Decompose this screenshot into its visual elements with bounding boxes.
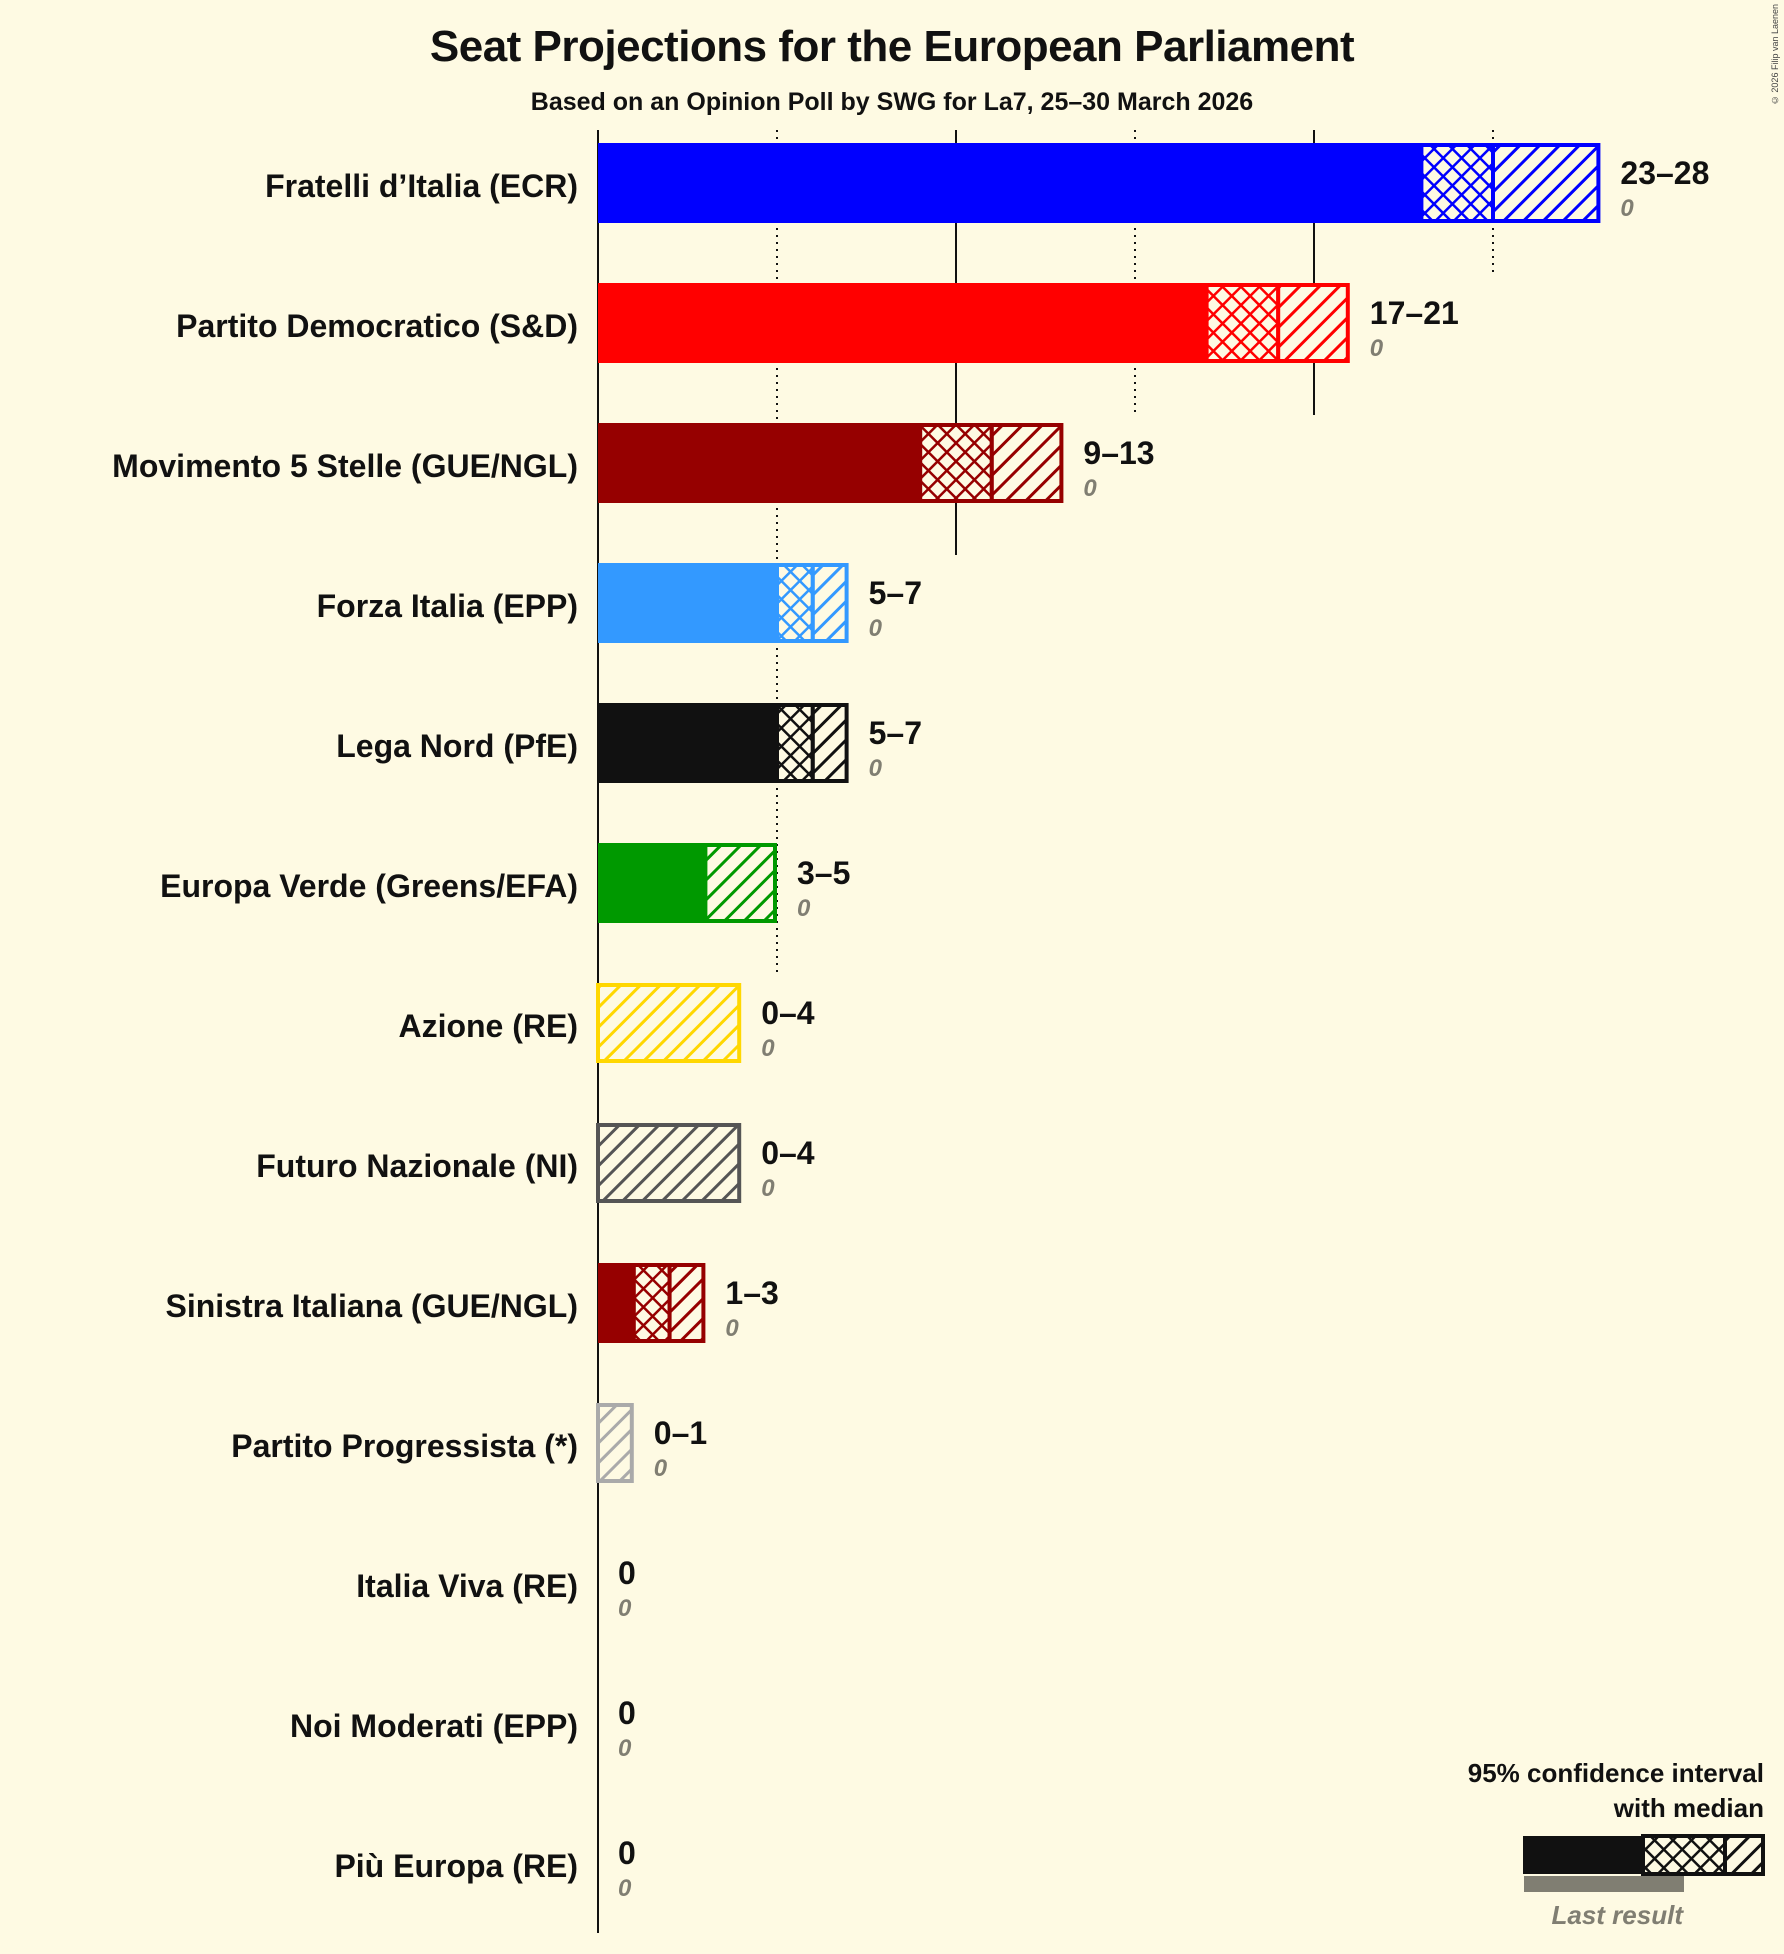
last-result-label: 0 — [618, 1735, 632, 1762]
party-label: Futuro Nazionale (NI) — [256, 1148, 578, 1184]
seat-range-label: 0 — [618, 1835, 636, 1871]
last-result-label: 0 — [1370, 335, 1384, 362]
legend: 95% confidence interval with median Last… — [1468, 1758, 1765, 1930]
party-row: Futuro Nazionale (NI) 0–4 0 — [256, 1123, 815, 1203]
last-result-label: 0 — [797, 895, 811, 922]
party-label: Forza Italia (EPP) — [317, 588, 578, 624]
bar-solid-segment — [598, 1263, 634, 1343]
last-result-label: 0 — [1620, 195, 1634, 222]
bar-solid-segment — [598, 283, 1207, 363]
legend-median-segment — [1641, 1834, 1727, 1876]
bar-solid-segment — [598, 143, 1422, 223]
last-result-label: 0 — [869, 755, 883, 782]
seat-range-label: 5–7 — [869, 575, 922, 611]
party-row: Lega Nord (PfE) 5–7 0 — [336, 703, 922, 783]
seat-range-label: 5–7 — [869, 715, 922, 751]
last-result-label: 0 — [1083, 475, 1097, 502]
party-label: Europa Verde (Greens/EFA) — [160, 868, 578, 904]
last-result-label: 0 — [618, 1595, 632, 1622]
legend-last-result-bar — [1524, 1876, 1684, 1892]
bar-upper-segment — [596, 1403, 634, 1483]
party-row: Partito Democratico (S&D) 17–21 0 — [176, 283, 1459, 363]
bar-upper-segment — [703, 843, 778, 923]
last-result-label: 0 — [761, 1175, 775, 1202]
party-row: Sinistra Italiana (GUE/NGL) 1–3 0 — [165, 1263, 779, 1343]
party-label: Più Europa (RE) — [334, 1848, 578, 1884]
party-label: Sinistra Italiana (GUE/NGL) — [165, 1288, 578, 1324]
legend-last-result-label: Last result — [1552, 1900, 1685, 1930]
legend-sample-bar — [1523, 1834, 1765, 1892]
bar-median-segment — [1419, 143, 1496, 223]
bar-median-segment — [1204, 283, 1281, 363]
party-label: Azione (RE) — [398, 1008, 578, 1044]
last-result-label: 0 — [725, 1315, 739, 1342]
party-label: Partito Progressista (*) — [231, 1428, 578, 1464]
party-row: Europa Verde (Greens/EFA) 3–5 0 — [160, 843, 850, 923]
bar-upper-segment — [810, 703, 849, 783]
bar-solid-segment — [598, 563, 777, 643]
bar-median-segment — [918, 423, 994, 503]
seat-range-label: 17–21 — [1370, 295, 1459, 331]
seat-range-label: 0 — [618, 1555, 636, 1591]
bar-upper-segment — [989, 423, 1064, 503]
bar-upper-segment — [810, 563, 849, 643]
seat-range-label: 1–3 — [725, 1275, 778, 1311]
bar-upper-segment — [1276, 283, 1350, 363]
bar-solid-segment — [598, 703, 777, 783]
seat-range-label: 0–4 — [761, 1135, 815, 1171]
legend-ci-line1: 95% confidence interval — [1468, 1758, 1764, 1788]
party-row: Forza Italia (EPP) 5–7 0 — [317, 563, 922, 643]
last-result-label: 0 — [869, 615, 883, 642]
party-label: Partito Democratico (S&D) — [176, 308, 578, 344]
last-result-label: 0 — [618, 1875, 632, 1902]
seat-range-label: 0 — [618, 1695, 636, 1731]
party-label: Lega Nord (PfE) — [336, 728, 578, 764]
bar-solid-segment — [598, 423, 921, 503]
last-result-label: 0 — [654, 1455, 668, 1482]
party-row: Fratelli d’Italia (ECR) 23–28 0 — [265, 143, 1709, 223]
legend-ci-line2: with median — [1613, 1793, 1764, 1823]
chart-subtitle: Based on an Opinion Poll by SWG for La7,… — [530, 88, 1254, 116]
seat-range-label: 23–28 — [1620, 155, 1709, 191]
party-row: Partito Progressista (*) 0–1 0 — [231, 1403, 707, 1483]
party-row: Noi Moderati (EPP) 0 0 — [290, 1695, 636, 1762]
party-label: Italia Viva (RE) — [356, 1568, 578, 1604]
seat-range-label: 0–1 — [654, 1415, 707, 1451]
bar-median-segment — [775, 563, 815, 643]
seat-range-label: 0–4 — [761, 995, 815, 1031]
legend-upper-segment — [1723, 1834, 1765, 1876]
last-result-label: 0 — [761, 1035, 775, 1062]
party-label: Movimento 5 Stelle (GUE/NGL) — [112, 448, 578, 484]
bar-upper-segment — [1491, 143, 1601, 223]
party-label: Fratelli d’Italia (ECR) — [265, 168, 578, 204]
bar-solid-segment — [598, 843, 706, 923]
party-label: Noi Moderati (EPP) — [290, 1708, 578, 1744]
party-row: Più Europa (RE) 0 0 — [334, 1835, 635, 1902]
bar-median-segment — [631, 1263, 672, 1343]
bar-upper-segment — [667, 1263, 706, 1343]
seat-range-label: 9–13 — [1083, 435, 1154, 471]
bar-upper-segment — [596, 1123, 742, 1203]
party-row: Italia Viva (RE) 0 0 — [356, 1555, 636, 1622]
bar-upper-segment — [596, 983, 742, 1063]
party-row: Azione (RE) 0–4 0 — [398, 983, 815, 1063]
bar-median-segment — [775, 703, 815, 783]
party-row: Movimento 5 Stelle (GUE/NGL) 9–13 0 — [112, 423, 1155, 503]
seat-range-label: 3–5 — [797, 855, 850, 891]
chart-title: Seat Projections for the European Parlia… — [429, 22, 1355, 71]
